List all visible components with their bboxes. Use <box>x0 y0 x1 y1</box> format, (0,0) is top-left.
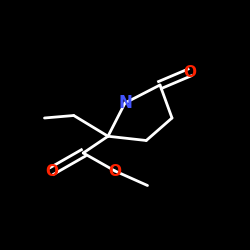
Text: O: O <box>108 164 122 178</box>
Text: O: O <box>45 164 58 178</box>
Text: N: N <box>118 94 132 112</box>
Text: O: O <box>183 65 196 80</box>
